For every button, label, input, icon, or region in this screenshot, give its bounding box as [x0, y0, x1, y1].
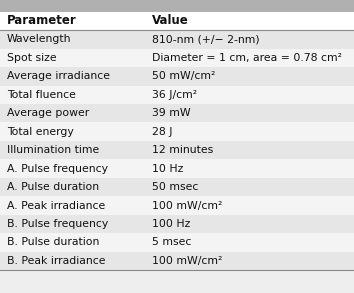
Bar — [0, 49, 354, 67]
Text: Total fluence: Total fluence — [7, 90, 76, 100]
Bar — [0, 0, 354, 12]
Bar — [0, 159, 354, 178]
Text: Average power: Average power — [7, 108, 89, 118]
Text: Diameter = 1 cm, area = 0.78 cm²: Diameter = 1 cm, area = 0.78 cm² — [152, 53, 342, 63]
Bar — [0, 12, 354, 30]
Text: B. Pulse frequency: B. Pulse frequency — [7, 219, 108, 229]
Text: Illumination time: Illumination time — [7, 145, 99, 155]
Text: 100 mW/cm²: 100 mW/cm² — [152, 256, 223, 266]
Bar — [0, 252, 354, 270]
Bar — [0, 215, 354, 233]
Text: 810-nm (+/− 2-nm): 810-nm (+/− 2-nm) — [152, 34, 260, 45]
Text: B. Peak irradiance: B. Peak irradiance — [7, 256, 105, 266]
Text: 39 mW: 39 mW — [152, 108, 191, 118]
Bar — [0, 104, 354, 122]
Bar — [0, 86, 354, 104]
Text: A. Peak irradiance: A. Peak irradiance — [7, 200, 105, 211]
Text: 28 J: 28 J — [152, 127, 173, 137]
Bar — [0, 122, 354, 141]
Text: 100 mW/cm²: 100 mW/cm² — [152, 200, 223, 211]
Text: Total energy: Total energy — [7, 127, 74, 137]
Bar — [0, 30, 354, 49]
Text: 100 Hz: 100 Hz — [152, 219, 190, 229]
Text: Value: Value — [152, 14, 189, 28]
Bar — [0, 178, 354, 196]
Text: 36 J/cm²: 36 J/cm² — [152, 90, 197, 100]
Text: 12 minutes: 12 minutes — [152, 145, 213, 155]
Text: Parameter: Parameter — [7, 14, 77, 28]
Text: Wavelength: Wavelength — [7, 34, 72, 45]
Bar — [0, 67, 354, 86]
Text: Spot size: Spot size — [7, 53, 57, 63]
Bar — [0, 141, 354, 159]
Bar — [0, 196, 354, 215]
Text: Average irradiance: Average irradiance — [7, 71, 110, 81]
Text: 50 mW/cm²: 50 mW/cm² — [152, 71, 216, 81]
Text: 50 msec: 50 msec — [152, 182, 199, 192]
Text: A. Pulse duration: A. Pulse duration — [7, 182, 99, 192]
Text: 10 Hz: 10 Hz — [152, 163, 184, 174]
Text: 5 msec: 5 msec — [152, 237, 192, 248]
Text: B. Pulse duration: B. Pulse duration — [7, 237, 99, 248]
Bar — [0, 233, 354, 252]
Text: A. Pulse frequency: A. Pulse frequency — [7, 163, 108, 174]
